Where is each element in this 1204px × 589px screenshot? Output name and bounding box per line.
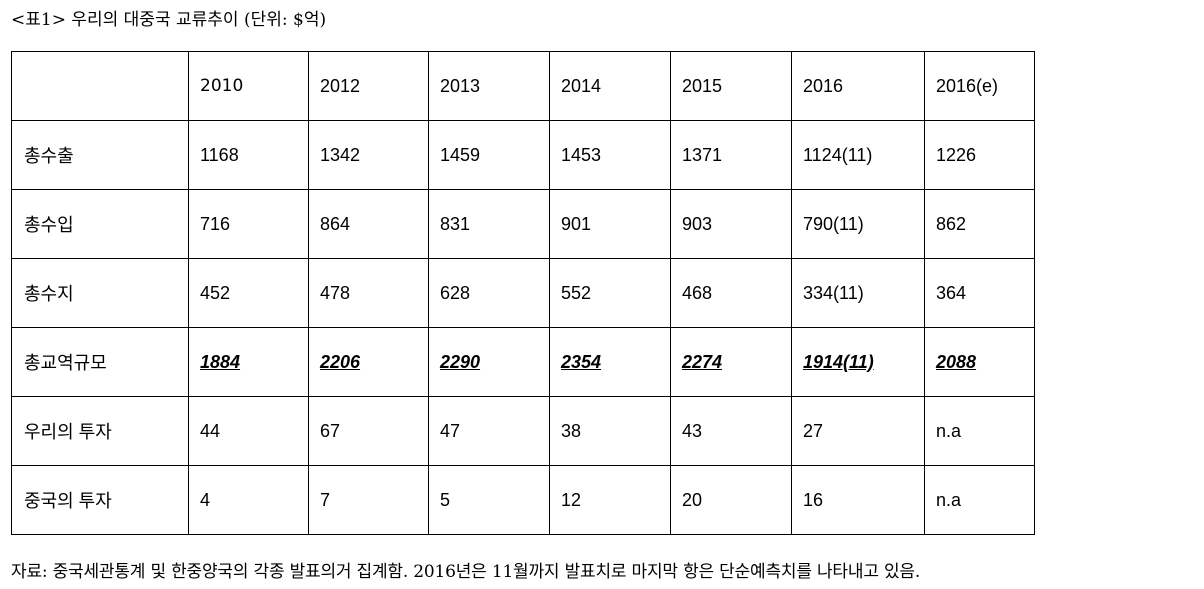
table-cell: 452 <box>188 258 309 328</box>
table-cell: 831 <box>428 189 550 259</box>
header-cell-2014: 2014 <box>549 51 671 121</box>
header-cell-empty <box>11 51 189 121</box>
table-cell: 1168 <box>188 120 309 190</box>
header-cell-2012: 2012 <box>308 51 429 121</box>
table-cell-emphasized: 2290 <box>428 327 550 397</box>
header-cell-2010: 2010 <box>188 51 309 121</box>
table-cell: 4 <box>188 465 309 535</box>
table-cell: 16 <box>791 465 925 535</box>
table-cell: 27 <box>791 396 925 466</box>
table-cell-emphasized: 1884 <box>188 327 309 397</box>
table-cell: 5 <box>428 465 550 535</box>
table-cell: 43 <box>670 396 792 466</box>
header-cell-2015: 2015 <box>670 51 792 121</box>
table-row-china-investment: 중국의 투자 4 7 5 12 20 16 n.a <box>11 465 1035 535</box>
table-cell: 1342 <box>308 120 429 190</box>
table-cell-emphasized: 2354 <box>549 327 671 397</box>
table-cell: 552 <box>549 258 671 328</box>
table-row-total-trade-volume: 총교역규모 1884 2206 2290 2354 2274 1914(11) … <box>11 327 1035 397</box>
table-cell: 1226 <box>924 120 1035 190</box>
header-cell-2016: 2016 <box>791 51 925 121</box>
row-label: 우리의 투자 <box>11 396 189 466</box>
table-cell-emphasized: 2088 <box>924 327 1035 397</box>
table-cell: 44 <box>188 396 309 466</box>
table-cell: 862 <box>924 189 1035 259</box>
table-cell: 7 <box>308 465 429 535</box>
table-caption: <표1> 우리의 대중국 교류추이 (단위: $억) <box>11 10 327 30</box>
table-cell: 468 <box>670 258 792 328</box>
table-cell: 1371 <box>670 120 792 190</box>
table-row-korea-investment: 우리의 투자 44 67 47 38 43 27 n.a <box>11 396 1035 466</box>
table-cell: 901 <box>549 189 671 259</box>
table-cell: n.a <box>924 396 1035 466</box>
header-cell-2013: 2013 <box>428 51 550 121</box>
table-row-trade-balance: 총수지 452 478 628 552 468 334(11) 364 <box>11 258 1035 328</box>
table-row-total-import: 총수입 716 864 831 901 903 790(11) 862 <box>11 189 1035 259</box>
table-cell: 67 <box>308 396 429 466</box>
row-label: 총수출 <box>11 120 189 190</box>
table-cell: 478 <box>308 258 429 328</box>
table-cell: n.a <box>924 465 1035 535</box>
trade-table: 2010 2012 2013 2014 2015 2016 2016(e) 총수… <box>11 51 1035 535</box>
table-cell: 12 <box>549 465 671 535</box>
table-cell-emphasized: 2274 <box>670 327 792 397</box>
row-label: 중국의 투자 <box>11 465 189 535</box>
header-row: 2010 2012 2013 2014 2015 2016 2016(e) <box>11 51 1035 121</box>
table-cell: 716 <box>188 189 309 259</box>
table-cell: 1453 <box>549 120 671 190</box>
table-cell: 364 <box>924 258 1035 328</box>
table-row-total-export: 총수출 1168 1342 1459 1453 1371 1124(11) 12… <box>11 120 1035 190</box>
header-cell-2016e: 2016(e) <box>924 51 1035 121</box>
table-cell: 790(11) <box>791 189 925 259</box>
row-label: 총교역규모 <box>11 327 189 397</box>
row-label: 총수지 <box>11 258 189 328</box>
table-cell: 47 <box>428 396 550 466</box>
row-label: 총수입 <box>11 189 189 259</box>
table-cell: 864 <box>308 189 429 259</box>
table-cell: 628 <box>428 258 550 328</box>
table-cell: 903 <box>670 189 792 259</box>
table-cell: 1459 <box>428 120 550 190</box>
source-note: 자료: 중국세관통계 및 한중양국의 각종 발표의거 집계함. 2016년은 1… <box>11 562 921 582</box>
table-cell-emphasized: 1914(11) <box>791 327 925 397</box>
table-cell: 38 <box>549 396 671 466</box>
table-cell-emphasized: 2206 <box>308 327 429 397</box>
table-cell: 1124(11) <box>791 120 925 190</box>
table-cell: 334(11) <box>791 258 925 328</box>
table-cell: 20 <box>670 465 792 535</box>
